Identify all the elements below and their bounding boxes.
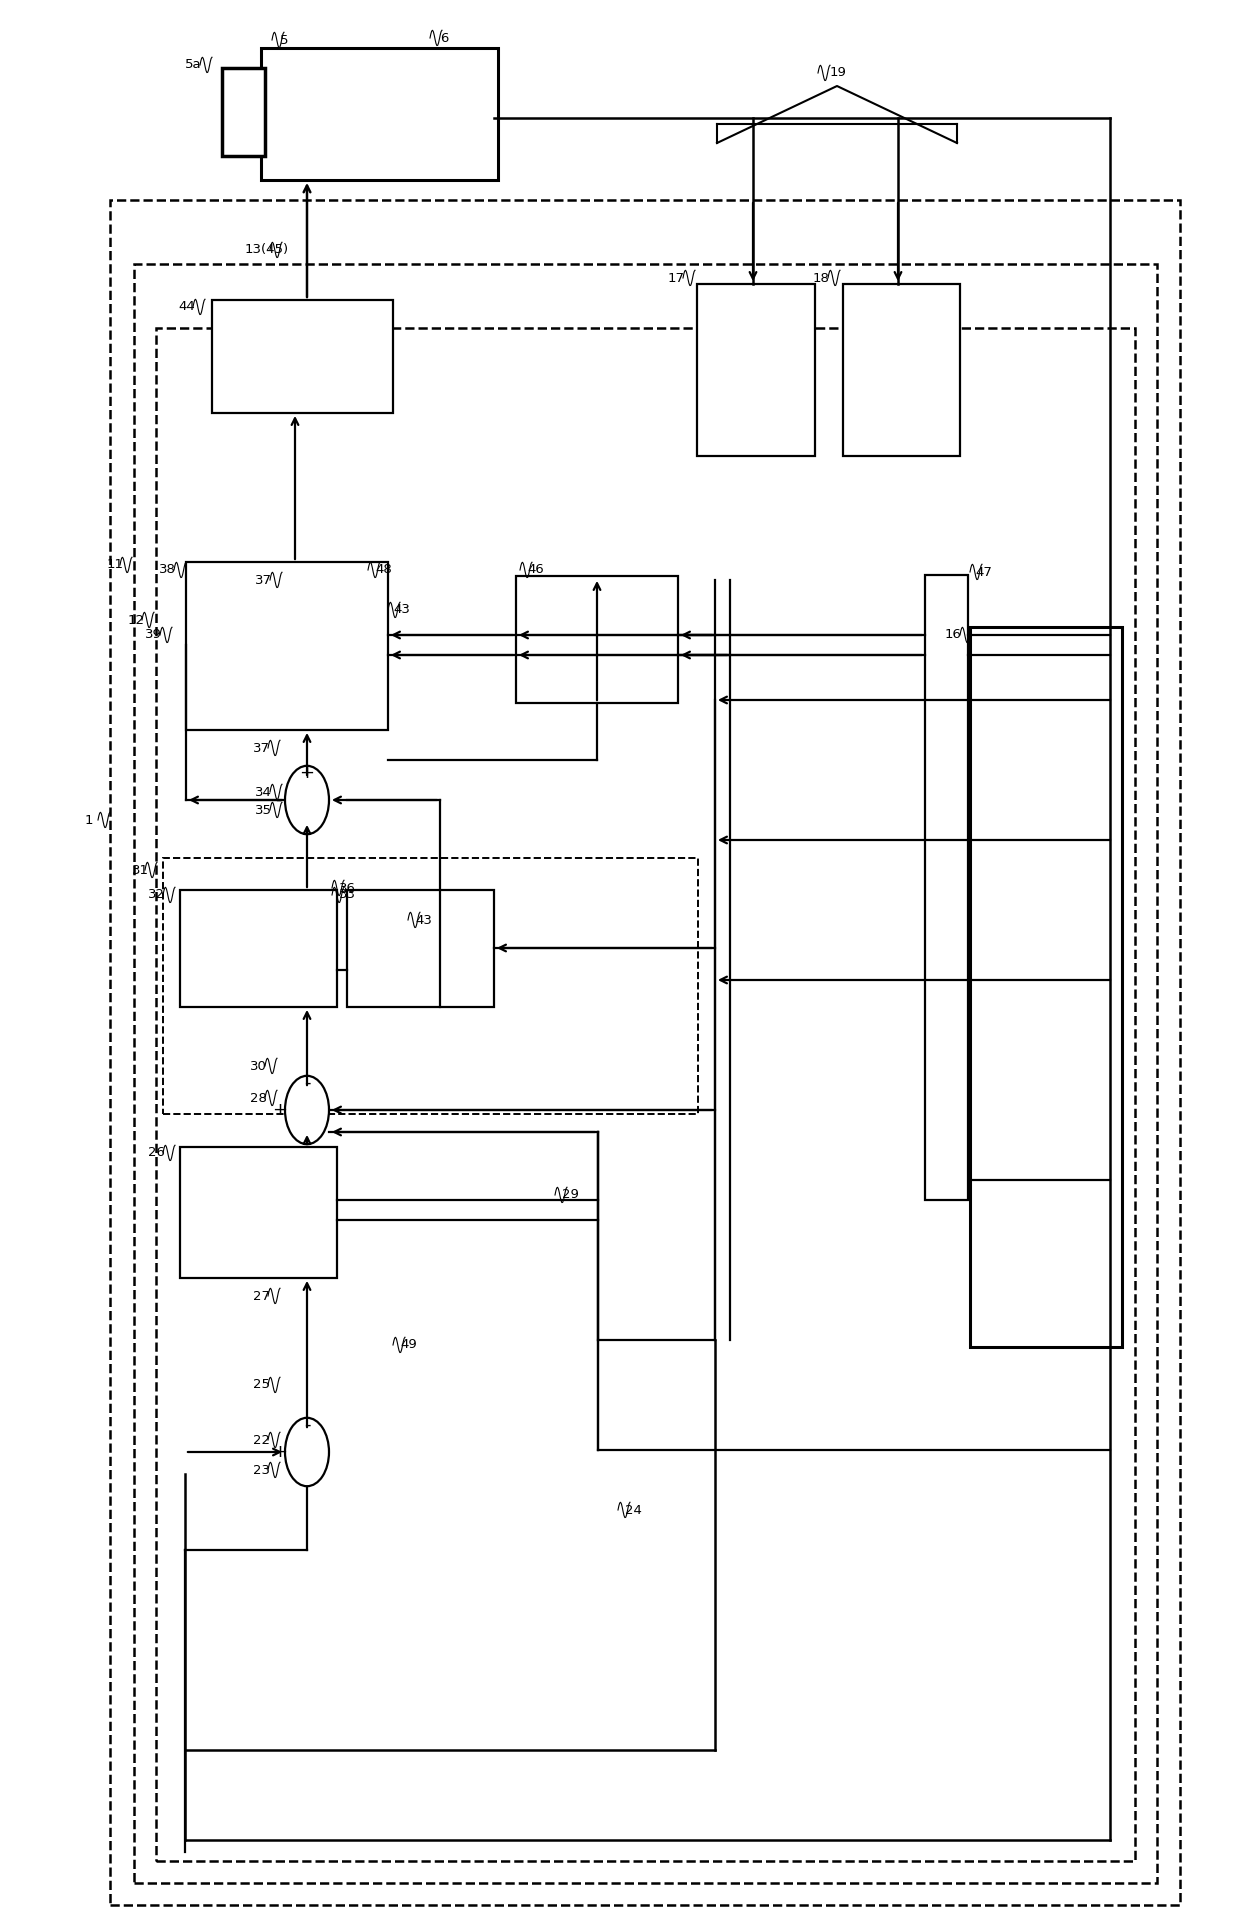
Text: 43: 43 [415, 913, 432, 927]
Bar [134, 264, 1157, 1883]
Text: 32: 32 [148, 888, 165, 902]
Text: 24: 24 [625, 1503, 642, 1517]
Text: 34: 34 [255, 786, 272, 798]
Text: -: - [304, 1416, 310, 1434]
Text: 46: 46 [527, 563, 544, 576]
Text: -: - [275, 790, 281, 809]
Text: 49: 49 [401, 1339, 417, 1351]
Text: 13(45): 13(45) [246, 243, 289, 256]
Text: 22: 22 [253, 1434, 270, 1447]
Text: 36: 36 [339, 881, 356, 894]
Bar [697, 283, 815, 457]
Text: 26: 26 [148, 1147, 165, 1160]
Text: 23: 23 [253, 1463, 270, 1476]
Text: 27: 27 [253, 1289, 270, 1303]
Text: 17: 17 [668, 272, 684, 285]
Bar [925, 574, 968, 1201]
Text: 1: 1 [86, 813, 93, 827]
Text: 37: 37 [255, 574, 272, 586]
Circle shape [285, 1418, 329, 1486]
Bar [180, 890, 337, 1008]
Text: -: - [304, 1073, 310, 1093]
Circle shape [285, 765, 329, 834]
Text: 37: 37 [253, 742, 270, 755]
Text: 44: 44 [179, 301, 195, 314]
Bar [516, 576, 678, 703]
Text: +: + [273, 1100, 288, 1120]
Text: 30: 30 [250, 1060, 267, 1073]
Text: +: + [273, 1443, 288, 1461]
Circle shape [285, 1075, 329, 1145]
Text: +: + [300, 763, 315, 782]
Bar [110, 200, 1180, 1906]
Bar [212, 301, 393, 412]
Bar [156, 328, 1135, 1861]
Text: 25: 25 [253, 1378, 270, 1391]
Bar [162, 858, 698, 1114]
Text: 33: 33 [339, 888, 356, 902]
Text: 18: 18 [813, 272, 830, 285]
Text: 6: 6 [440, 31, 449, 44]
Text: 5a: 5a [185, 58, 202, 71]
Text: 47: 47 [975, 565, 992, 578]
Text: 12: 12 [128, 613, 145, 626]
Bar [186, 563, 388, 730]
Bar [970, 626, 1122, 1347]
Text: 38: 38 [159, 563, 176, 576]
Text: 28: 28 [250, 1091, 267, 1104]
Text: 43: 43 [393, 603, 410, 617]
Text: 31: 31 [131, 863, 149, 877]
Text: 11: 11 [107, 559, 124, 572]
Text: 5: 5 [280, 33, 289, 46]
Bar [347, 890, 494, 1008]
Bar [260, 48, 498, 179]
Text: 29: 29 [562, 1189, 579, 1202]
Bar [222, 67, 265, 156]
Bar [180, 1147, 337, 1278]
Text: 19: 19 [830, 67, 847, 79]
Bar [843, 283, 960, 457]
Text: 48: 48 [374, 563, 392, 576]
Text: 35: 35 [255, 804, 272, 817]
Text: 16: 16 [945, 628, 962, 642]
Text: 39: 39 [145, 628, 162, 642]
